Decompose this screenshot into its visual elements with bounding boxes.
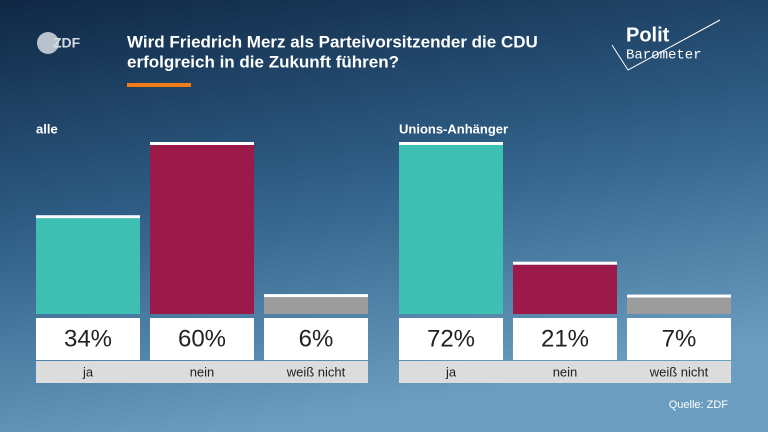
logo-circle [37, 32, 59, 54]
value-box [627, 318, 731, 360]
brand-check [611, 19, 721, 71]
value-box [36, 318, 140, 360]
value-label: 7% [662, 325, 697, 352]
bar-cap [399, 142, 503, 145]
bar [399, 145, 503, 314]
value-box [150, 318, 254, 360]
value-box [399, 318, 503, 360]
value-label: 21% [541, 325, 589, 352]
title-line: erfolgreich in die Zukunft führen? [127, 52, 399, 71]
bar-cap [36, 215, 140, 219]
bar [150, 145, 254, 314]
value-label: 6% [299, 325, 334, 352]
brand-bottom: Barometer [626, 48, 702, 64]
bar-cap [264, 294, 368, 298]
value-box [513, 318, 617, 360]
bar [513, 264, 617, 314]
category-label: weiß nicht [286, 364, 346, 379]
category-box [622, 361, 731, 383]
bar [264, 297, 368, 314]
category-box [145, 361, 259, 383]
value-label: 34% [64, 325, 112, 352]
bar-cap [150, 142, 254, 145]
category-box [259, 361, 368, 383]
bar [627, 297, 731, 314]
category-label: ja [445, 364, 457, 379]
chart-subtitle: alle [36, 121, 58, 136]
category-box [36, 361, 145, 383]
value-label: 72% [427, 325, 475, 352]
source: Quelle: ZDF [669, 399, 729, 411]
category-box [399, 361, 508, 383]
value-box [264, 318, 368, 360]
category-label: nein [190, 364, 215, 379]
bar-cap [627, 294, 731, 298]
category-label: nein [553, 364, 578, 379]
logo: ZDF [53, 35, 81, 51]
category-label: ja [82, 364, 94, 379]
category-label: weiß nicht [649, 364, 709, 379]
value-label: 60% [178, 325, 226, 352]
brand-top: Polit [626, 24, 670, 46]
title-line: Wird Friedrich Merz als Parteivorsitzend… [127, 32, 538, 51]
chart-subtitle: Unions-Anhänger [399, 121, 508, 136]
bar-cap [513, 261, 617, 265]
category-box [508, 361, 622, 383]
bar [36, 218, 140, 314]
title-underline [127, 83, 191, 87]
